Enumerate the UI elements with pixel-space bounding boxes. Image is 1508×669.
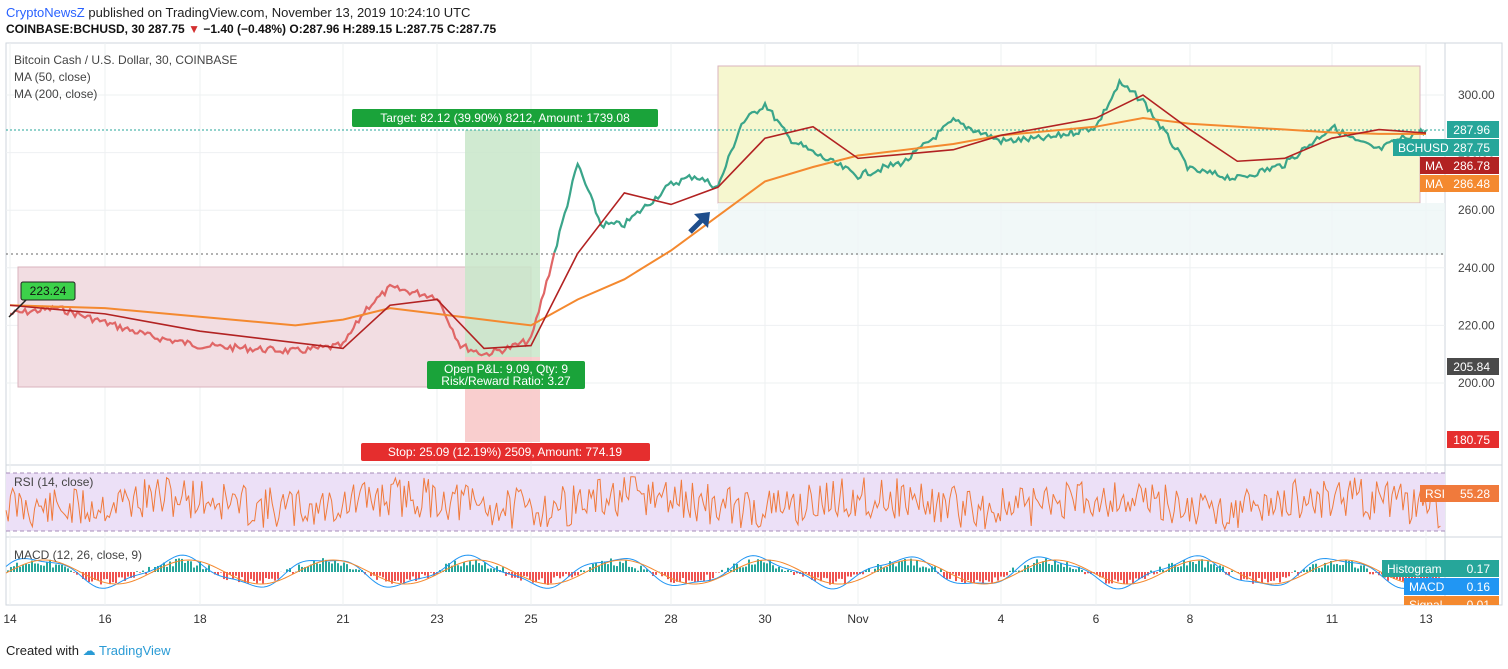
tradingview-logo-icon: ☁ <box>82 643 96 658</box>
created-with-text: Created with <box>6 643 79 658</box>
macd-tag-value: 0.16 <box>1467 580 1491 594</box>
ma2-tag-value: 286.48 <box>1453 177 1490 191</box>
hist-tag-bg <box>1382 560 1499 577</box>
last-price-tag-bg <box>1447 121 1499 138</box>
ma200-legend: MA (200, close) <box>14 87 97 101</box>
time-tick-label: 13 <box>1419 612 1433 626</box>
target-label-bg <box>352 109 658 127</box>
ma1-tag-name: MA <box>1425 159 1443 173</box>
time-tick-label: 30 <box>758 612 772 626</box>
symbol-line: COINBASE:BCHUSD, 30 287.75 <box>6 22 185 36</box>
price-tick-label: 220.00 <box>1458 318 1495 332</box>
time-tick-label: Nov <box>847 612 868 626</box>
publisher-link[interactable]: CryptoNewsZ <box>6 5 85 20</box>
signal-tag-value: 0.01 <box>1467 598 1491 612</box>
change-text: −1.40 (−0.48%) <box>203 22 287 36</box>
hist-tag-value: 0.17 <box>1467 562 1491 576</box>
stop-label: Stop: 25.09 (12.19%) 2509, Amount: 774.1… <box>388 445 622 459</box>
rsi-band <box>6 473 1445 531</box>
macd-tag-bg <box>1404 578 1499 595</box>
bch-tag-bg <box>1393 139 1499 156</box>
price-tick-label: 300.00 <box>1458 88 1495 102</box>
tradingview-brand[interactable]: TradingView <box>99 643 171 658</box>
time-tick-label: 21 <box>336 612 350 626</box>
bch-tag-value: 287.75 <box>1453 141 1490 155</box>
ma2-tag-name: MA <box>1425 177 1443 191</box>
indicator-layer <box>5 476 1441 590</box>
ma50-line <box>9 94 1427 350</box>
footer: Created with ☁ TradingView <box>6 643 171 659</box>
start-price-label: 223.24 <box>30 284 67 298</box>
chart-border <box>5 42 1503 606</box>
symbol-header: COINBASE:BCHUSD, 30 287.75 ▼ −1.40 (−0.4… <box>6 22 496 36</box>
down-arrow-icon: ▼ <box>188 22 200 36</box>
signal-line <box>5 559 1441 585</box>
time-tick-label: 6 <box>1093 612 1100 626</box>
pnl-label-2: Risk/Reward Ratio: 3.27 <box>441 374 571 388</box>
ma200-line <box>9 117 1427 327</box>
macd-label: MACD (12, 26, close, 9) <box>14 548 142 562</box>
time-tick-label: 8 <box>1187 612 1194 626</box>
rsi-tag-name: RSI <box>1425 487 1445 501</box>
chart-title: Bitcoin Cash / U.S. Dollar, 30, COINBASE <box>14 53 237 67</box>
ma2-tag-bg <box>1420 175 1499 192</box>
bch-tag-name: BCHUSD <box>1398 141 1449 155</box>
time-tick-label: 14 <box>3 612 17 626</box>
ma50-legend: MA (50, close) <box>14 70 91 84</box>
stop-tag-bg <box>1447 431 1499 448</box>
time-tick-label: 28 <box>664 612 678 626</box>
ma1-tag-value: 286.78 <box>1453 159 1490 173</box>
macd-tag-name: MACD <box>1409 580 1445 594</box>
time-tick-label: 16 <box>98 612 112 626</box>
ohlc-text: O:287.96 H:289.15 L:287.75 C:287.75 <box>289 22 497 36</box>
signal-tag-name: Signal <box>1409 598 1442 612</box>
rsi-line <box>5 476 1441 531</box>
publish-header: CryptoNewsZ published on TradingView.com… <box>6 5 470 20</box>
time-tick-label: 23 <box>430 612 444 626</box>
ma1-tag-bg <box>1420 157 1499 174</box>
signal-tag-bg <box>1404 596 1499 605</box>
price-tick-label: 200.00 <box>1458 376 1495 390</box>
macd-line <box>5 554 1441 590</box>
stop-tag: 180.75 <box>1453 433 1490 447</box>
price-line-up <box>553 77 1427 254</box>
pnl-label-bg <box>427 361 585 389</box>
published-text: published on TradingView.com, November 1… <box>88 5 471 20</box>
rsi-tag-bg <box>1420 485 1499 502</box>
start-price-callout: 223.24 <box>8 281 76 318</box>
entry-tag: 205.84 <box>1453 360 1490 374</box>
price-line-down <box>9 252 556 357</box>
stop-label-bg <box>361 443 650 461</box>
time-tick-label: 11 <box>1326 612 1339 626</box>
target-zone <box>465 130 540 357</box>
support-shade <box>718 203 1445 255</box>
entry-tag-bg <box>1447 358 1499 375</box>
pnl-label-1: Open P&L: 9.09, Qty: 9 <box>444 362 568 376</box>
time-axis[interactable]: 14 16 18 21 23 25 28 30 Nov 4 6 8 11 13 <box>3 612 1433 626</box>
rsi-tag-value: 55.28 <box>1460 487 1490 501</box>
price-tick-label: 260.00 <box>1458 203 1495 217</box>
up-arrow-icon <box>688 212 710 234</box>
rsi-label: RSI (14, close) <box>14 475 93 489</box>
time-tick-label: 18 <box>193 612 207 626</box>
hist-tag-name: Histogram <box>1387 562 1442 576</box>
target-label: Target: 82.12 (39.90%) 8212, Amount: 173… <box>380 111 630 125</box>
time-tick-label: 4 <box>998 612 1005 626</box>
time-tick-label: 25 <box>524 612 538 626</box>
price-tick-label: 240.00 <box>1458 261 1495 275</box>
last-price-tag: 287.96 <box>1453 123 1490 137</box>
series-layer <box>9 77 1427 357</box>
